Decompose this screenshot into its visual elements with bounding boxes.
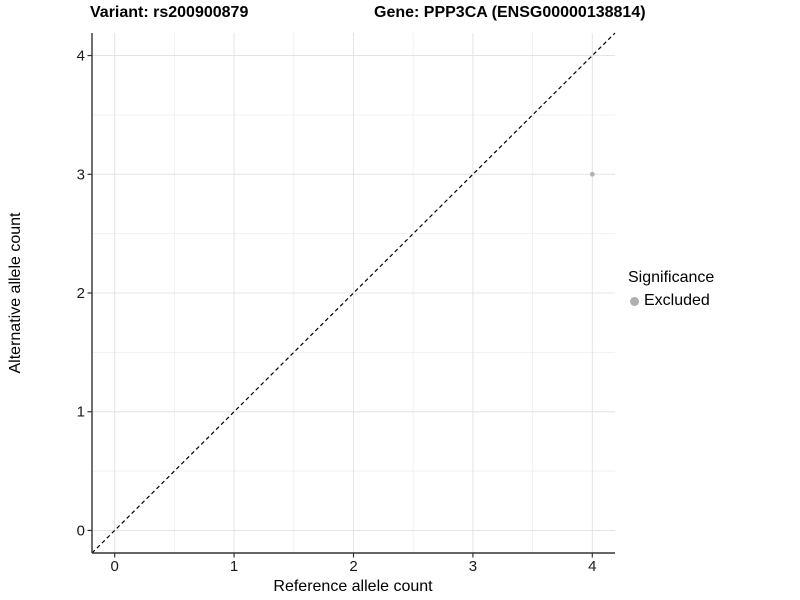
plot-title-variant: Variant: rs200900879: [90, 4, 249, 21]
legend-item-label: Excluded: [644, 292, 710, 309]
x-axis-title: Reference allele count: [273, 578, 433, 595]
y-tick-label: 0: [77, 522, 85, 539]
legend-title: Significance: [628, 269, 715, 286]
y-tick-label: 3: [77, 166, 85, 183]
x-tick-label: 4: [588, 558, 596, 575]
y-tick-label: 1: [77, 404, 85, 421]
y-tick-label: 2: [77, 285, 85, 302]
identity-reference-line: [91, 32, 616, 554]
plot-title-gene: Gene: PPP3CA (ENSG00000138814): [374, 4, 646, 21]
x-tick-label: 1: [230, 558, 238, 575]
x-tick-label: 3: [469, 558, 477, 575]
y-tick-label: 4: [77, 48, 85, 65]
x-tick-label: 0: [111, 558, 119, 575]
data-point-excluded: [589, 171, 595, 177]
x-tick-label: 2: [349, 558, 357, 575]
legend-marker-icon: [630, 296, 639, 306]
y-axis-title: Alternative allele count: [7, 212, 24, 374]
legend: Significance Excluded: [628, 268, 714, 311]
legend-item-excluded: Excluded: [628, 291, 714, 311]
